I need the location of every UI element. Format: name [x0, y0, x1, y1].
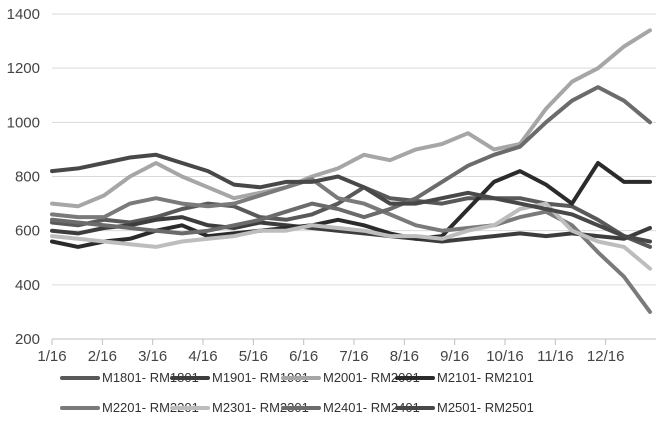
x-axis-tick-labels: 1/16 2/16 3/16 4/16 5/16 6/16 7/16 8/16 9/16 10/1… [37, 348, 624, 365]
y-axis-tick-labels: 200 400 600 800 1000 1200 1400 [7, 6, 40, 348]
x-tick-label-9-16: 9/16 [440, 348, 469, 365]
legend-item-6: M2301- RM2301 [170, 400, 309, 415]
y-tick-label-1000: 1000 [7, 114, 40, 131]
legend-item-8: M2501- RM2501 [395, 400, 534, 415]
y-gridlines [52, 13, 656, 340]
y-tick-label-1400: 1400 [7, 6, 40, 23]
series-lines [50, 28, 652, 314]
legend-label: M1901- RM1901 [212, 370, 309, 385]
legend-item-5: M2201- RM2201 [60, 400, 199, 415]
legend-item-4: M2101- RM2101 [395, 370, 534, 385]
y-tick-label-200: 200 [15, 331, 40, 348]
legend-item-1: M1801- RM1801 [60, 370, 199, 385]
legend-item-2: M1901- RM1901 [170, 370, 309, 385]
legend-label: M2201- RM2201 [102, 400, 199, 415]
legend-item-3: M2001- RM2001 [281, 370, 420, 385]
legend-item-7: M2401- RM2401 [281, 400, 420, 415]
series-line-3 [50, 28, 652, 209]
x-tick-label-2-16: 2/16 [88, 348, 117, 365]
x-tick-label-3-16: 3/16 [138, 348, 167, 365]
x-tick-label-1-16: 1/16 [37, 348, 66, 365]
series-line-8 [50, 152, 652, 244]
series-line-5 [50, 177, 652, 314]
series-line-2 [50, 215, 652, 244]
x-axis [51, 338, 656, 345]
legend-label: M1801- RM1801 [102, 370, 199, 385]
x-tick-label-6-16: 6/16 [289, 348, 318, 365]
legend-label: M2101- RM2101 [437, 370, 534, 385]
y-tick-label-600: 600 [15, 223, 40, 240]
legend-label: M2301- RM2301 [212, 400, 309, 415]
y-tick-label-800: 800 [15, 169, 40, 186]
legend-label: M2501- RM2501 [437, 400, 534, 415]
x-tick-label-4-16: 4/16 [188, 348, 217, 365]
series-line-7 [50, 85, 652, 236]
series-line-1 [50, 185, 652, 249]
x-tick-label-10-16: 10/16 [486, 348, 524, 365]
x-tick-label-5-16: 5/16 [239, 348, 268, 365]
x-tick-label-11-16: 11/16 [537, 348, 573, 365]
x-tick-label-8-16: 8/16 [390, 348, 419, 365]
legend-label: M2001- RM2001 [323, 370, 420, 385]
legend: M1801- RM1801 M1901- RM1901 M2001- RM2001 M… [60, 370, 534, 415]
x-tick-label-12-16: 12/16 [587, 348, 625, 365]
y-tick-label-1200: 1200 [7, 60, 40, 77]
y-tick-label-400: 400 [15, 277, 40, 294]
x-tick-label-7-16: 7/16 [339, 348, 368, 365]
legend-label: M2401- RM2401 [323, 400, 420, 415]
